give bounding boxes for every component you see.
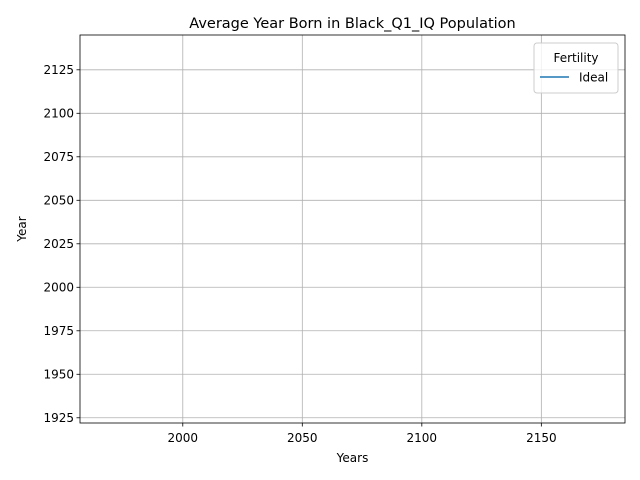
grid bbox=[80, 35, 625, 423]
legend: Fertility Ideal bbox=[533, 42, 619, 94]
x-tick-label-2050: 2050 bbox=[287, 431, 318, 445]
y-tick-label-1975: 1975 bbox=[43, 324, 74, 338]
y-tick-label-2025: 2025 bbox=[43, 237, 74, 251]
y-axis-label: Year bbox=[15, 216, 29, 242]
axes-frame bbox=[79, 34, 626, 424]
x-axis-ticks: 2000 2050 2100 2150 bbox=[168, 423, 557, 445]
y-tick-label-2075: 2075 bbox=[43, 150, 74, 164]
legend-box bbox=[533, 42, 619, 94]
chart-title: Average Year Born in Black_Q1_IQ Populat… bbox=[189, 16, 515, 32]
x-axis-label: Years bbox=[336, 451, 369, 465]
y-tick-label-2125: 2125 bbox=[43, 63, 74, 77]
y-tick-label-2100: 2100 bbox=[43, 107, 74, 121]
y-axis-ticks: 1925 1950 1975 2000 2025 2050 2075 2100 2125 bbox=[43, 63, 80, 425]
x-tick-label-2150: 2150 bbox=[526, 431, 557, 445]
x-tick-label-2100: 2100 bbox=[407, 431, 438, 445]
y-tick-label-1925: 1925 bbox=[43, 411, 74, 425]
y-tick-label-2000: 2000 bbox=[43, 281, 74, 295]
y-tick-label-2050: 2050 bbox=[43, 194, 74, 208]
plot-area bbox=[80, 35, 625, 423]
legend-label-ideal: Ideal bbox=[579, 71, 608, 85]
y-tick-label-1950: 1950 bbox=[43, 368, 74, 382]
legend-title: Fertility bbox=[553, 51, 598, 65]
x-tick-label-2000: 2000 bbox=[168, 431, 199, 445]
